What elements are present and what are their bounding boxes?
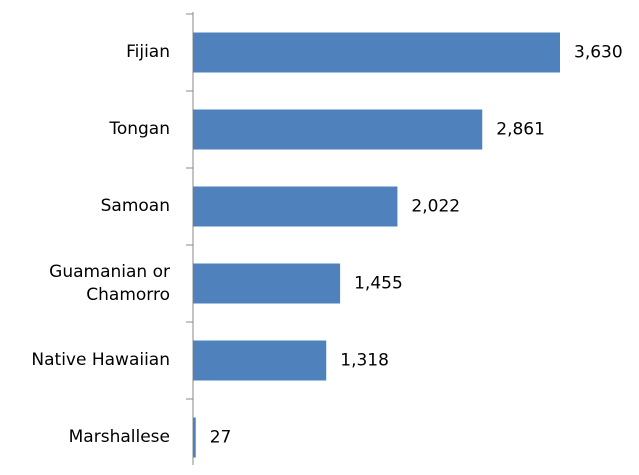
value-label: 27 [210,428,232,448]
bar [193,417,196,458]
bar [193,340,327,381]
value-label: 2,022 [411,197,460,217]
bar [193,186,398,227]
bar [193,109,483,150]
category-label: Fijian [126,42,170,62]
category-label: Tongan [109,119,170,139]
bar [193,263,341,304]
value-label: 1,318 [340,351,389,371]
value-label: 1,455 [354,274,403,294]
category-label: Guamanian or Chamorro [49,261,170,305]
category-label: Samoan [100,196,170,216]
category-label: Marshallese [68,427,170,447]
bar [193,32,560,73]
value-label: 3,630 [574,43,623,63]
category-label: Native Hawaiian [31,350,170,370]
value-label: 2,861 [496,120,545,140]
